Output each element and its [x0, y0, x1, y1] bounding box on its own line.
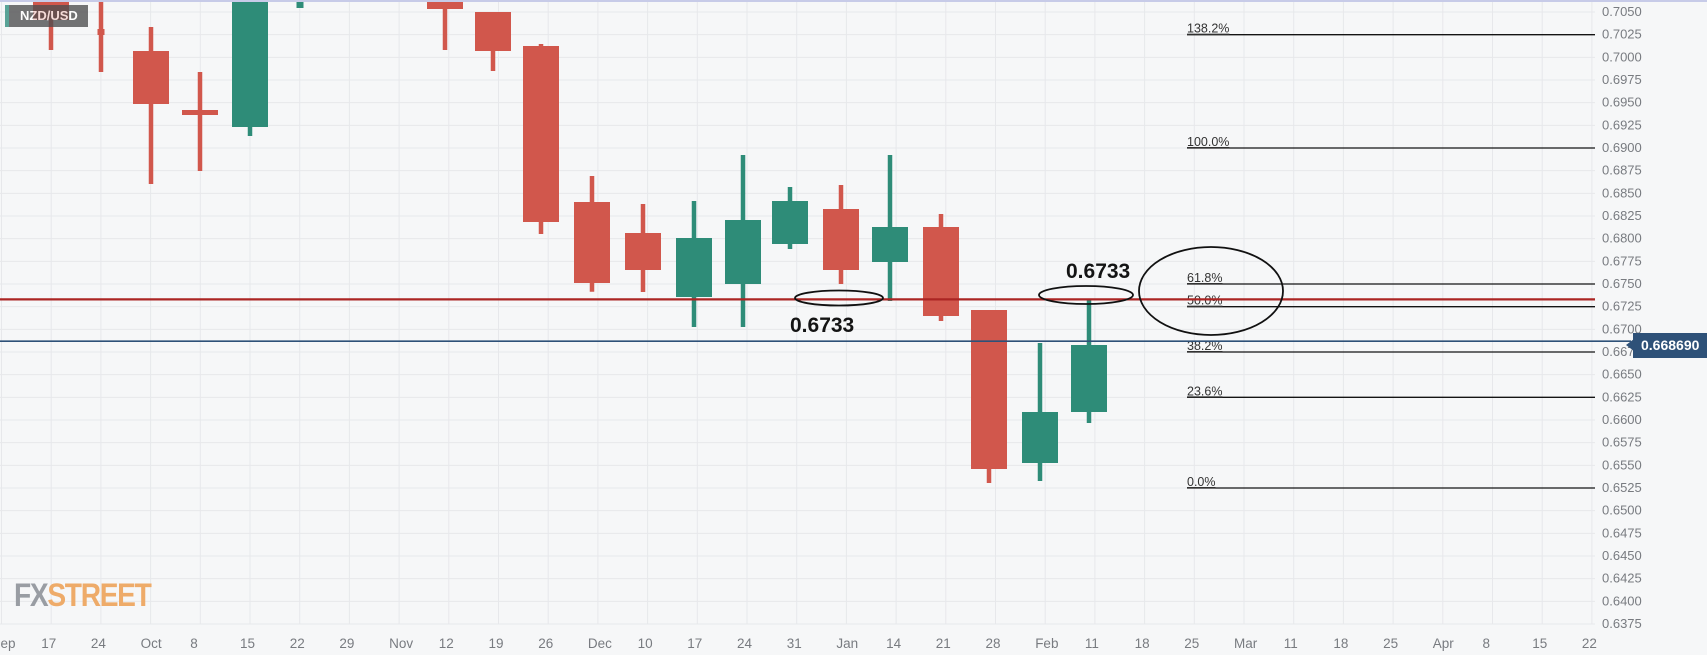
- svg-text:0.7050: 0.7050: [1602, 4, 1642, 19]
- svg-text:0.6825: 0.6825: [1602, 208, 1642, 223]
- svg-text:Jan: Jan: [836, 636, 858, 651]
- svg-text:0.6625: 0.6625: [1602, 389, 1642, 404]
- svg-text:11: 11: [1085, 636, 1099, 651]
- svg-text:8: 8: [190, 636, 198, 651]
- svg-text:18: 18: [1333, 636, 1348, 651]
- svg-text:19: 19: [489, 636, 504, 651]
- svg-text:Oct: Oct: [141, 636, 162, 651]
- svg-text:26: 26: [538, 636, 553, 651]
- svg-text:50.0%: 50.0%: [1187, 294, 1222, 308]
- svg-text:0.6725: 0.6725: [1602, 299, 1642, 314]
- svg-text:Dec: Dec: [588, 636, 612, 651]
- svg-text:0.6475: 0.6475: [1602, 525, 1642, 540]
- svg-text:0.6850: 0.6850: [1602, 185, 1642, 200]
- svg-text:17: 17: [41, 636, 56, 651]
- svg-text:21: 21: [936, 636, 951, 651]
- svg-text:Nov: Nov: [389, 636, 413, 651]
- svg-text:100.0%: 100.0%: [1187, 135, 1229, 149]
- svg-text:18: 18: [1135, 636, 1150, 651]
- svg-text:11: 11: [1284, 636, 1298, 651]
- svg-text:0.6925: 0.6925: [1602, 117, 1642, 132]
- svg-text:29: 29: [339, 636, 354, 651]
- svg-text:0.6375: 0.6375: [1602, 616, 1642, 631]
- svg-text:Sep: Sep: [0, 636, 16, 651]
- svg-text:0.0%: 0.0%: [1187, 475, 1216, 489]
- svg-text:0.6500: 0.6500: [1602, 503, 1642, 518]
- svg-text:12: 12: [439, 636, 454, 651]
- svg-text:15: 15: [240, 636, 255, 651]
- svg-text:0.6450: 0.6450: [1602, 548, 1642, 563]
- svg-text:17: 17: [687, 636, 702, 651]
- svg-text:0.6950: 0.6950: [1602, 95, 1642, 110]
- svg-text:0.6733: 0.6733: [790, 314, 854, 337]
- svg-text:0.6975: 0.6975: [1602, 72, 1642, 87]
- svg-text:23.6%: 23.6%: [1187, 384, 1222, 398]
- svg-text:Mar: Mar: [1234, 636, 1258, 651]
- svg-text:138.2%: 138.2%: [1187, 22, 1229, 36]
- svg-text:0.6900: 0.6900: [1602, 140, 1642, 155]
- svg-text:10: 10: [638, 636, 653, 651]
- svg-text:24: 24: [737, 636, 753, 651]
- svg-text:0.6800: 0.6800: [1602, 231, 1642, 246]
- svg-text:0.6650: 0.6650: [1602, 367, 1642, 382]
- svg-text:0.6550: 0.6550: [1602, 457, 1642, 472]
- svg-text:Apr: Apr: [1433, 636, 1455, 651]
- svg-text:0.6525: 0.6525: [1602, 480, 1642, 495]
- svg-text:0.6775: 0.6775: [1602, 253, 1642, 268]
- svg-text:Feb: Feb: [1035, 636, 1058, 651]
- svg-text:22: 22: [290, 636, 305, 651]
- svg-text:15: 15: [1532, 636, 1547, 651]
- svg-text:25: 25: [1184, 636, 1199, 651]
- svg-text:0.6750: 0.6750: [1602, 276, 1642, 291]
- svg-text:25: 25: [1383, 636, 1398, 651]
- svg-text:0.6425: 0.6425: [1602, 571, 1642, 586]
- svg-text:0.6575: 0.6575: [1602, 435, 1642, 450]
- svg-text:0.6600: 0.6600: [1602, 412, 1642, 427]
- svg-text:61.8%: 61.8%: [1187, 271, 1222, 285]
- svg-text:14: 14: [886, 636, 902, 651]
- svg-text:0.7000: 0.7000: [1602, 49, 1642, 64]
- svg-text:24: 24: [91, 636, 107, 651]
- svg-text:0.6875: 0.6875: [1602, 163, 1642, 178]
- svg-text:28: 28: [986, 636, 1001, 651]
- svg-text:22: 22: [1582, 636, 1597, 651]
- svg-text:0.6733: 0.6733: [1066, 260, 1130, 283]
- svg-text:8: 8: [1483, 636, 1491, 651]
- svg-text:0.7025: 0.7025: [1602, 27, 1642, 42]
- svg-text:31: 31: [787, 636, 802, 651]
- svg-text:0.6400: 0.6400: [1602, 593, 1642, 608]
